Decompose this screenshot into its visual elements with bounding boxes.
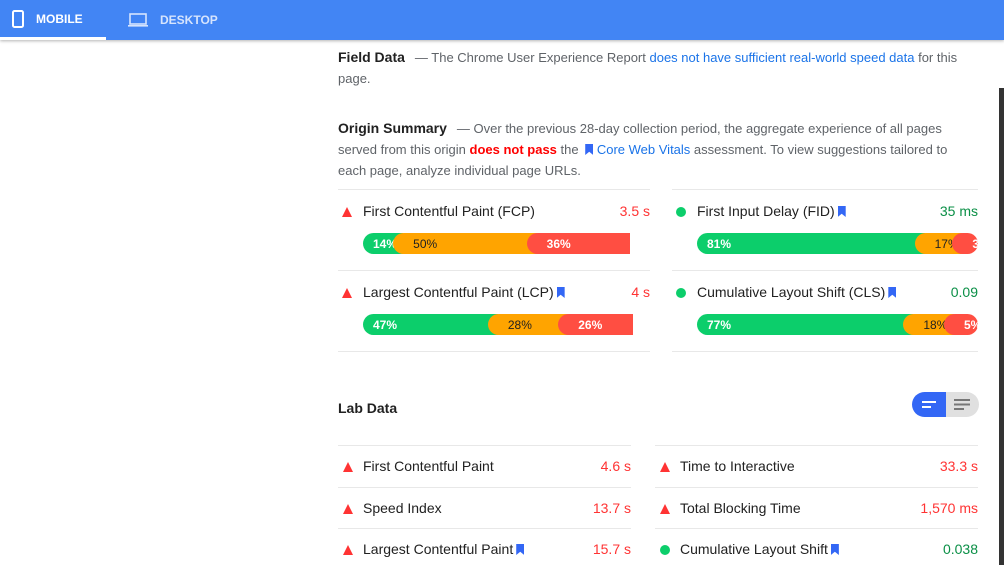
bookmark-icon — [888, 287, 897, 298]
distribution-segment: 3% — [952, 233, 978, 254]
pass-circle-icon — [660, 545, 670, 555]
lab-metric-label: Speed Index — [363, 499, 442, 516]
distribution-segment: 50% — [393, 233, 537, 254]
fail-text: does not pass — [469, 142, 557, 157]
lab-data-title: Lab Data — [338, 400, 398, 416]
metric-card: Largest Contentful Paint (LCP) 4 s 47% 28% 2… — [338, 270, 650, 351]
pass-circle-icon — [676, 207, 686, 217]
lab-metric-label: First Contentful Paint — [363, 458, 494, 474]
lab-metric-row: Speed Index 13.7 s — [338, 486, 631, 529]
lab-metric-row: Total Blocking Time 1,570 ms — [655, 486, 978, 529]
mobile-icon — [12, 9, 24, 28]
fail-triangle-icon — [343, 462, 353, 472]
lab-metric-value: 1,570 ms — [920, 499, 978, 516]
origin-text: — Over the previous 28-day collection pe… — [338, 121, 942, 157]
fail-triangle-icon — [660, 503, 670, 514]
metric-label: Cumulative Layout Shift (CLS) — [697, 284, 897, 300]
bookmark-icon — [837, 206, 846, 217]
lab-metric-row: Largest Contentful Paint 15.7 s — [338, 528, 631, 570]
metric-value: 35 ms — [939, 203, 978, 219]
summary-view-button[interactable] — [912, 392, 946, 417]
bookmark-icon — [516, 544, 525, 555]
metric-card: Cumulative Layout Shift (CLS) 0.09 77% 18% 5… — [672, 270, 978, 351]
scrollbar[interactable] — [999, 88, 1004, 565]
fail-triangle-icon — [660, 462, 670, 472]
origin-summary-section: Origin Summary — Over the previous 28-day… — [338, 118, 978, 181]
origin-text: the — [556, 142, 583, 157]
distribution-segment: 18% — [903, 314, 954, 335]
distribution-segment: 36% — [526, 233, 630, 254]
distribution-segment: 77% — [697, 314, 914, 335]
summary-view-icon — [921, 400, 936, 408]
metric-value: 0.09 — [950, 284, 978, 300]
list-view-icon — [954, 399, 971, 410]
lab-metric-value: 15.7 s — [592, 541, 631, 557]
tab-label: DESKTOP — [160, 13, 218, 27]
metric-label: First Contentful Paint (FCP) — [363, 203, 535, 219]
lab-metric-row: Time to Interactive 33.3 s — [655, 445, 978, 487]
desktop-icon — [128, 13, 148, 27]
lab-metric-value: 4.6 s — [600, 458, 631, 474]
pass-circle-icon — [676, 288, 686, 298]
distribution-bar: 81%17%3% — [697, 233, 978, 254]
distribution-bar: 47% 28% 26% — [363, 314, 650, 335]
lab-metric-label: Cumulative Layout Shift — [680, 541, 839, 557]
lab-metric-label: Largest Contentful Paint — [363, 541, 525, 557]
lab-metric-row: First Contentful Paint 4.6 s — [338, 445, 631, 487]
tab-mobile[interactable]: MOBILE — [0, 0, 106, 40]
fail-triangle-icon — [343, 503, 353, 514]
distribution-segment: 26% — [558, 314, 633, 335]
distribution-bar: 77%18%5% — [697, 314, 978, 335]
metric-value: 3.5 s — [619, 203, 650, 219]
fail-triangle-icon — [343, 545, 353, 555]
lab-metric-value: 13.7 s — [592, 499, 631, 516]
distribution-segment: 14% — [363, 233, 404, 254]
tab-desktop[interactable]: DESKTOP — [128, 0, 218, 40]
field-text: — The Chrome User Experience Report — [414, 50, 650, 65]
distribution-segment: 47% — [363, 314, 498, 335]
list-view-button[interactable] — [945, 392, 979, 417]
metric-label: Largest Contentful Paint (LCP) — [363, 284, 565, 300]
field-data-title: Field Data — [338, 49, 405, 65]
origin-text: assessment. To view suggestions tailored… — [338, 142, 948, 178]
distribution-segment: 81% — [697, 233, 925, 254]
metric-label: First Input Delay (FID) — [697, 203, 846, 219]
core-web-vitals-link[interactable]: Core Web Vitals — [596, 142, 691, 157]
distribution-segment: 28% — [487, 314, 569, 335]
fail-triangle-icon — [342, 288, 352, 298]
distribution-bar: 14% 50% 36% — [363, 233, 650, 254]
lab-metric-value: 33.3 s — [939, 458, 978, 474]
origin-summary-title: Origin Summary — [338, 120, 447, 136]
field-text: for this page. — [338, 50, 958, 86]
field-data-link[interactable]: does not have sufficient real-world spee… — [649, 50, 915, 65]
lab-metric-row: Cumulative Layout Shift 0.038 — [655, 528, 978, 570]
header-tabs: MOBILE DESKTOP — [0, 0, 1004, 40]
distribution-segment: 5% — [943, 314, 978, 335]
bookmark-icon — [585, 144, 594, 155]
metric-card: First Input Delay (FID) 35 ms 81%17%3% — [672, 189, 978, 270]
tab-label: MOBILE — [36, 11, 83, 26]
metric-card: First Contentful Paint (FCP) 3.5 s 14% 50% 3… — [338, 189, 650, 270]
view-toggle[interactable] — [912, 392, 979, 417]
bookmark-icon — [830, 544, 839, 555]
fail-triangle-icon — [342, 207, 352, 217]
lab-metric-label: Time to Interactive — [680, 458, 795, 474]
bookmark-icon — [556, 287, 565, 298]
lab-metric-label: Total Blocking Time — [680, 499, 801, 516]
field-data-section: Field Data — The Chrome User Experience R… — [338, 47, 978, 89]
metric-value: 4 s — [631, 284, 650, 300]
lab-metric-value: 0.038 — [942, 541, 978, 557]
